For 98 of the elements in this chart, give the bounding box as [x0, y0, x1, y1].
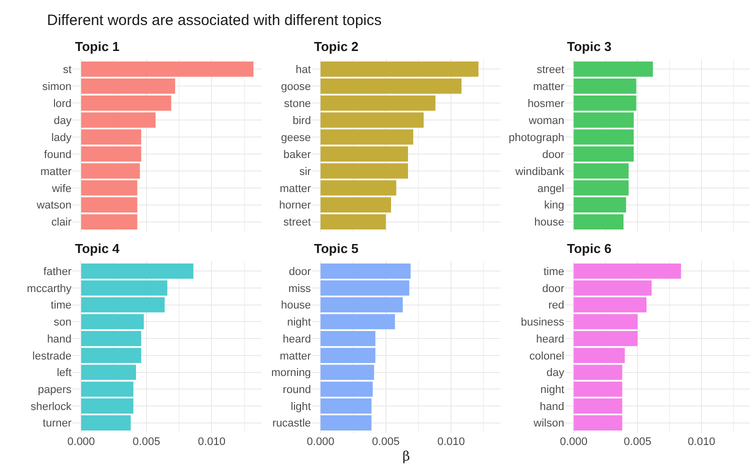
- y-tick-label: time: [50, 300, 72, 312]
- bar: [574, 112, 634, 128]
- y-tick-label: windibank: [514, 166, 565, 178]
- bar: [320, 129, 414, 145]
- y-tick-label: matter: [40, 166, 72, 178]
- x-tick-label: 0.010: [198, 436, 226, 448]
- y-tick-label: morning: [271, 367, 311, 380]
- bar: [81, 146, 142, 162]
- bar: [81, 112, 156, 128]
- chart-title: Topic 1: [75, 39, 120, 54]
- bar: [574, 264, 682, 279]
- bar: [320, 264, 411, 279]
- y-tick-label: door: [542, 148, 565, 161]
- bar: [574, 280, 652, 296]
- y-tick-label: night: [540, 384, 564, 396]
- y-tick-label: found: [44, 148, 72, 161]
- y-tick-label: left: [56, 367, 72, 380]
- chart-title: Topic 3: [567, 39, 612, 54]
- y-tick-label: wife: [50, 182, 72, 195]
- y-tick-label: house: [280, 300, 311, 312]
- x-tick-label: 0.010: [688, 436, 716, 448]
- y-tick-label: heard: [536, 333, 564, 346]
- y-tick-label: angel: [537, 182, 564, 195]
- y-tick-label: door: [288, 266, 312, 278]
- bar: [320, 415, 372, 430]
- y-tick-label: matter: [280, 182, 312, 195]
- chart-title: Topic 2: [314, 39, 359, 54]
- y-tick-label: colonel: [529, 350, 564, 362]
- y-tick-label: papers: [38, 384, 72, 396]
- bar: [81, 415, 131, 430]
- y-tick-label: matter: [280, 350, 312, 362]
- y-tick-label: day: [54, 114, 72, 127]
- y-tick-label: day: [546, 367, 565, 380]
- y-tick-label: lestrade: [32, 350, 72, 362]
- y-tick-label: goose: [280, 80, 311, 93]
- x-tick-label: 0.000: [306, 436, 334, 448]
- x-tick-label: 0.000: [560, 436, 588, 448]
- y-tick-label: turner: [42, 418, 72, 430]
- y-tick-label: mccarthy: [26, 282, 72, 295]
- y-tick-label: door: [542, 282, 565, 295]
- bar: [574, 415, 622, 430]
- y-tick-label: round: [282, 384, 311, 396]
- y-tick-label: lady: [51, 132, 72, 144]
- y-tick-label: watson: [36, 200, 72, 212]
- bar: [574, 129, 634, 145]
- y-tick-label: bird: [292, 114, 311, 127]
- chart-title: Topic 5: [314, 241, 359, 256]
- bar: [320, 163, 408, 179]
- y-tick-label: photograph: [508, 132, 564, 144]
- y-tick-label: king: [544, 200, 564, 212]
- x-tick-label: 0.005: [624, 436, 652, 448]
- y-tick-label: heard: [282, 333, 311, 346]
- y-tick-label: woman: [528, 114, 564, 127]
- y-tick-label: simon: [42, 80, 72, 93]
- y-tick-label: hand: [540, 400, 564, 413]
- y-tick-label: street: [283, 216, 311, 229]
- bar: [81, 264, 194, 279]
- y-tick-label: house: [534, 216, 564, 229]
- x-tick-label: 0.010: [437, 436, 465, 448]
- bar: [320, 112, 424, 128]
- y-tick-label: clair: [51, 216, 72, 229]
- x-axis-title: β: [402, 450, 410, 465]
- chart-title: Topic 6: [567, 241, 612, 256]
- y-tick-label: light: [290, 400, 311, 413]
- chart-title: Topic 4: [75, 241, 120, 256]
- y-tick-label: hand: [47, 333, 72, 346]
- y-tick-label: sir: [299, 166, 312, 178]
- y-tick-label: red: [548, 300, 564, 312]
- bar: [320, 146, 408, 162]
- y-tick-label: hat: [296, 64, 311, 76]
- y-tick-label: geese: [280, 132, 311, 144]
- y-tick-label: night: [287, 316, 311, 329]
- y-tick-label: son: [54, 316, 72, 329]
- bar: [81, 280, 168, 296]
- y-tick-label: miss: [288, 282, 312, 295]
- y-tick-label: time: [543, 266, 564, 278]
- bar: [81, 163, 140, 179]
- y-tick-label: st: [62, 64, 72, 76]
- y-tick-label: rucastle: [272, 418, 311, 430]
- text: Different words are associated with different topics: [47, 12, 382, 29]
- bar: [574, 146, 634, 162]
- y-tick-label: stone: [284, 98, 311, 110]
- y-tick-label: sherlock: [30, 400, 72, 413]
- y-tick-label: street: [536, 64, 564, 76]
- y-tick-label: wilson: [532, 418, 564, 430]
- y-tick-label: matter: [533, 80, 565, 93]
- bar: [574, 163, 629, 179]
- x-tick-label: 0.000: [67, 436, 95, 448]
- bar: [320, 280, 410, 296]
- x-tick-label: 0.005: [132, 436, 160, 448]
- y-tick-label: hosmer: [528, 98, 565, 110]
- x-tick-label: 0.005: [372, 436, 400, 448]
- bar: [81, 129, 142, 145]
- y-tick-label: horner: [279, 200, 312, 212]
- y-tick-label: lord: [53, 98, 72, 110]
- y-tick-label: father: [43, 266, 72, 278]
- y-tick-label: baker: [283, 148, 312, 161]
- y-tick-label: business: [520, 316, 565, 329]
